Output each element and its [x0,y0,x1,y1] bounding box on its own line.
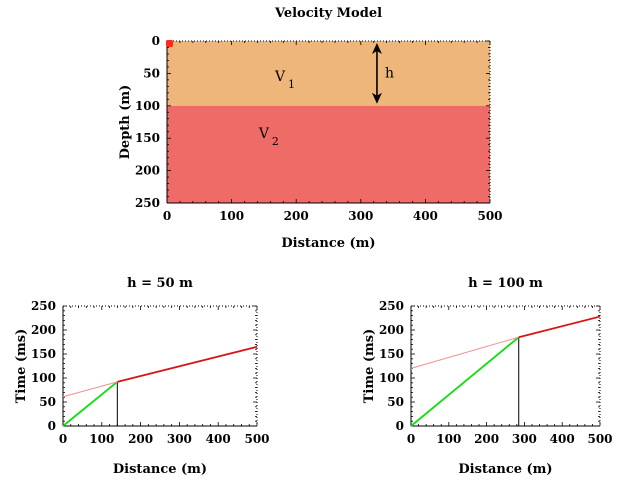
x-tick-label: 400 [206,432,231,446]
series-1-line [62,381,118,427]
x-axis-label: Distance (m) [458,462,552,477]
x-tick-label: 0 [163,209,171,223]
layer-1-fill [167,41,490,106]
x-tick-label: 400 [550,432,575,446]
y-tick-label: 250 [379,299,404,313]
y-tick-label: 50 [39,395,56,409]
thickness-arrow-head-bottom [371,92,382,104]
y-tick-label: 200 [31,323,56,337]
x-tick-label: 300 [512,432,537,446]
x-tick-label: 300 [348,209,373,223]
x-axis-label: Distance (m) [281,236,375,251]
y-tick-label: 50 [143,66,160,80]
x-tick-label: 0 [407,432,415,446]
chart-title: h = 50 m [127,276,193,291]
source-point [166,40,173,47]
series-2-line [62,381,118,398]
y-axis-label: Depth (m) [118,85,133,160]
y-tick-label: 0 [48,419,56,433]
x-axis-label: Distance (m) [113,462,207,477]
y-tick-label: 200 [379,323,404,337]
y-tick-label: 0 [152,34,160,48]
x-tick-label: 100 [219,209,244,223]
y-tick-label: 100 [135,99,160,113]
series-3-line [518,315,601,339]
layer-1-label: V [274,69,286,85]
chart-title: Velocity Model [274,6,382,21]
x-tick-label: 500 [244,432,269,446]
layer-1-subscript: 1 [288,78,295,91]
x-tick-label: 200 [474,432,499,446]
y-tick-label: 200 [135,164,160,178]
y-tick-label: 0 [396,419,404,433]
y-tick-label: 150 [135,131,160,145]
series-3-line [117,345,258,383]
layer-2-subscript: 2 [272,135,279,148]
y-axis-label: Time (ms) [14,329,29,404]
y-tick-label: 50 [387,395,404,409]
series-2-line [410,336,519,369]
chart-title: h = 100 m [468,276,543,291]
y-tick-label: 150 [31,347,56,361]
x-tick-label: 500 [477,209,502,223]
x-tick-label: 200 [284,209,309,223]
x-tick-label: 400 [413,209,438,223]
y-tick-label: 250 [135,196,160,210]
y-tick-label: 100 [379,371,404,385]
y-tick-label: 100 [31,371,56,385]
x-tick-label: 100 [436,432,461,446]
x-tick-label: 100 [89,432,114,446]
x-tick-label: 0 [59,432,67,446]
layer-2-fill [167,105,490,203]
y-tick-label: 150 [379,347,404,361]
layer-2-label: V [258,126,270,142]
series-1-line [410,336,520,427]
x-tick-label: 500 [587,432,612,446]
y-tick-label: 250 [31,299,56,313]
y-axis-label: Time (ms) [362,329,377,404]
x-tick-label: 200 [128,432,153,446]
x-tick-label: 300 [167,432,192,446]
thickness-label: h [385,65,394,81]
thickness-arrow-head-top [371,43,382,54]
